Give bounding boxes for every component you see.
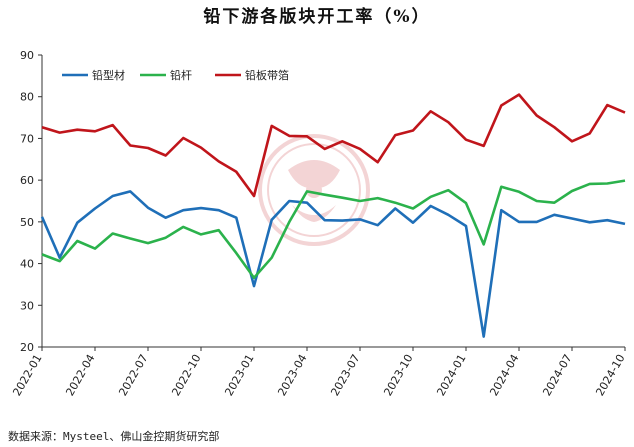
y-tick-label: 90 xyxy=(20,49,34,62)
legend-label: 铅杆 xyxy=(170,68,192,82)
x-tick-label: 2024-04 xyxy=(487,352,521,398)
legend: 铅型材 铅杆 铅板带箔 xyxy=(62,68,289,82)
chart-title: 铅下游各版块开工率（%） xyxy=(203,7,431,27)
source-note: 数据来源：Mysteel、佛山金控期货研究部 xyxy=(8,430,220,443)
x-tick-label: 2024-10 xyxy=(593,352,627,398)
x-tick-label: 2024-07 xyxy=(540,352,574,398)
y-tick-label: 20 xyxy=(20,341,34,354)
y-tick-label: 60 xyxy=(20,174,34,187)
x-tick-label: 2022-04 xyxy=(63,352,97,398)
x-tick-label: 2023-04 xyxy=(275,352,309,398)
watermark-seal xyxy=(258,134,370,246)
y-tick-label: 40 xyxy=(20,258,34,271)
y-tick-label: 50 xyxy=(20,216,34,229)
legend-label: 铅板带箔 xyxy=(245,68,289,82)
x-tick-label: 2022-10 xyxy=(169,352,203,398)
x-tick-label: 2023-01 xyxy=(222,352,256,398)
series-line-铅型材 xyxy=(40,190,626,338)
x-tick-label: 2023-10 xyxy=(381,352,415,398)
x-tick-label: 2022-01 xyxy=(10,352,44,398)
y-tick-label: 70 xyxy=(20,132,34,145)
y-tick-label: 30 xyxy=(20,299,34,312)
series-lines xyxy=(40,93,626,338)
axes: 20 30 40 50 60 70 80 90 2022-01 2022-04 2022-07 202… xyxy=(10,49,627,398)
series-line-铅杆 xyxy=(41,179,626,280)
legend-label: 铅型材 xyxy=(92,68,125,82)
series-line-铅板带箔 xyxy=(41,93,626,198)
x-tick-label: 2024-01 xyxy=(434,352,468,398)
x-tick-label: 2022-07 xyxy=(116,352,150,398)
x-tick-label: 2023-07 xyxy=(328,352,362,398)
y-tick-label: 80 xyxy=(20,91,34,104)
